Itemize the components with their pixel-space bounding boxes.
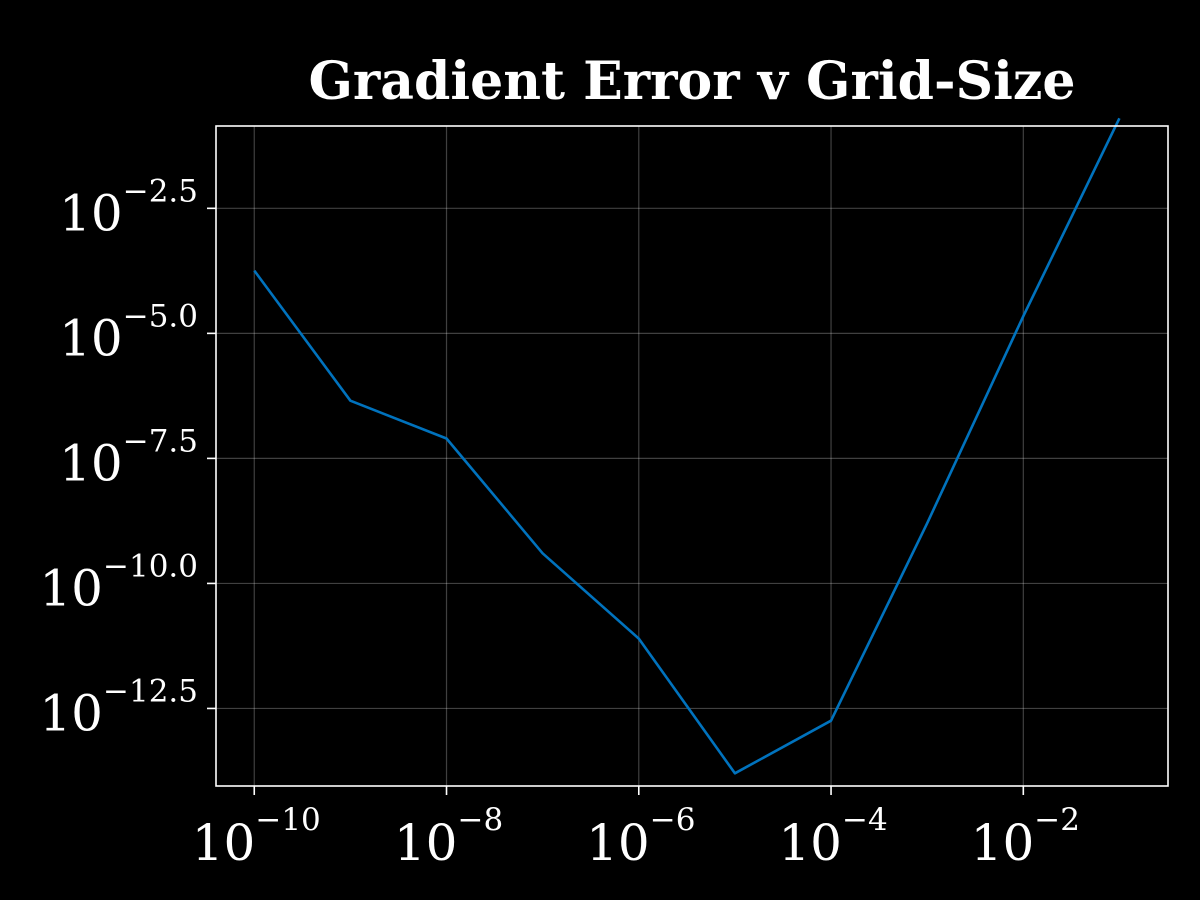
x-tick-exponent: −4 <box>842 802 888 838</box>
y-axis-tick-labels: 10−2.510−5.010−7.510−10.010−12.5 <box>39 173 198 742</box>
x-tick-base: 10 <box>971 814 1035 872</box>
x-tick-base: 10 <box>778 814 842 872</box>
x-tick-base: 10 <box>586 814 650 872</box>
y-tick-exponent: −5.0 <box>123 298 198 334</box>
x-axis-tick-labels: 10−10 10−8 10−6 10−4 10−2 <box>192 802 1080 872</box>
x-tick-exponent: −10 <box>255 802 320 838</box>
x-tick-label: 10−6 <box>586 802 695 872</box>
y-tick-exponent: −12.5 <box>103 673 198 709</box>
y-tick-base: 10 <box>59 309 123 367</box>
x-tick-label: 10−2 <box>971 802 1080 872</box>
y-tick-base: 10 <box>59 434 123 492</box>
x-tick-base: 10 <box>192 814 256 872</box>
x-tick-base: 10 <box>394 814 458 872</box>
y-tick-label: 10−5.0 <box>59 298 198 367</box>
chart-title: Gradient Error v Grid-Size <box>309 51 1076 112</box>
y-tick-exponent: −10.0 <box>103 548 198 584</box>
y-tick-exponent: −2.5 <box>123 173 198 209</box>
y-tick-label: 10−10.0 <box>39 548 198 617</box>
axis-ticks <box>207 207 1025 795</box>
y-tick-label: 10−2.5 <box>59 173 198 242</box>
y-tick-base: 10 <box>59 184 123 242</box>
x-tick-exponent: −6 <box>650 802 696 838</box>
y-tick-label: 10−7.5 <box>59 423 198 492</box>
data-series <box>253 117 1121 775</box>
x-tick-label: 10−10 <box>192 802 321 872</box>
grid-lines <box>216 126 1168 786</box>
y-tick-base: 10 <box>39 559 103 617</box>
y-tick-exponent: −7.5 <box>123 423 198 459</box>
series-line <box>253 117 1121 775</box>
y-tick-base: 10 <box>39 684 103 742</box>
plot-area <box>215 125 1169 787</box>
x-tick-label: 10−8 <box>394 802 503 872</box>
x-tick-exponent: −2 <box>1034 802 1080 838</box>
x-tick-label: 10−4 <box>778 802 887 872</box>
y-tick-label: 10−12.5 <box>39 673 198 742</box>
x-tick-exponent: −8 <box>457 802 503 838</box>
